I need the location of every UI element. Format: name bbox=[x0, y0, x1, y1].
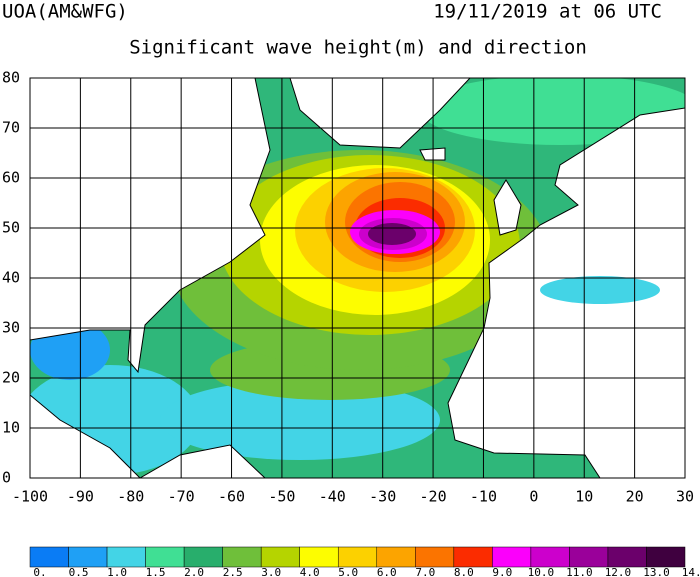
greenland bbox=[289, 78, 471, 149]
colorbar-label: 2.0 bbox=[184, 566, 204, 577]
x-tick-label: -30 bbox=[369, 488, 396, 506]
x-tick-label: -40 bbox=[319, 488, 346, 506]
colorbar: 0. 0.5 1.0 1.5 2.0 2.5 3.0 4.0 5.0 6.0 7.0 8.0 9.0 10… bbox=[29, 546, 700, 577]
y-tick-label: 50 bbox=[2, 219, 20, 237]
colorbar-box bbox=[222, 546, 262, 568]
x-tick-label: 30 bbox=[676, 488, 694, 506]
y-tick-label: 10 bbox=[2, 419, 20, 437]
colorbar-label: 10.0 bbox=[528, 566, 555, 577]
colorbar-label: 0.5 bbox=[69, 566, 89, 577]
header-left: UOA(AM&WFG) bbox=[2, 1, 128, 23]
colorbar-label: 13.0 bbox=[643, 566, 670, 577]
x-tick-label: -60 bbox=[218, 488, 245, 506]
colorbar-box bbox=[68, 546, 108, 568]
y-tick-label: 80 bbox=[2, 69, 20, 87]
land bbox=[30, 78, 685, 478]
colorbar-box bbox=[376, 546, 416, 568]
header-right: 19/11/2019 at 06 UTC bbox=[433, 1, 662, 23]
colorbar-label: 6.0 bbox=[377, 566, 397, 577]
x-tick-label: -90 bbox=[67, 488, 94, 506]
central-america bbox=[30, 394, 141, 478]
y-tick-label: 20 bbox=[2, 369, 20, 387]
colorbar-box bbox=[530, 546, 570, 568]
x-tick-label: 20 bbox=[626, 488, 644, 506]
x-tick-label: 0 bbox=[529, 488, 538, 506]
colorbar-label: 0. bbox=[33, 566, 46, 577]
colorbar-label: 14.0 bbox=[682, 566, 700, 577]
colorbar-box bbox=[337, 546, 378, 568]
iceland bbox=[419, 147, 446, 161]
colorbar-box bbox=[607, 546, 647, 568]
map-frame bbox=[29, 77, 686, 479]
x-tick-label: -80 bbox=[117, 488, 144, 506]
mediterranean bbox=[540, 276, 660, 304]
south-america bbox=[138, 444, 266, 478]
wave-zone bbox=[368, 223, 416, 245]
y-tick-label: 40 bbox=[2, 269, 20, 287]
x-tick-label: 10 bbox=[575, 488, 593, 506]
x-tick-label: -10 bbox=[470, 488, 497, 506]
graticule bbox=[30, 78, 685, 478]
colorbar-label: 12.0 bbox=[605, 566, 632, 577]
map-field bbox=[30, 78, 685, 478]
colorbar-label: 11.0 bbox=[566, 566, 593, 577]
colorbar-label: 2.5 bbox=[223, 566, 243, 577]
y-tick-label: 30 bbox=[2, 319, 20, 337]
colorbar-label: 1.0 bbox=[107, 566, 127, 577]
colorbar-box bbox=[453, 546, 493, 568]
colorbar-box bbox=[145, 546, 185, 568]
north-america bbox=[30, 78, 271, 374]
y-tick-label: 70 bbox=[2, 119, 20, 137]
colorbar-box bbox=[183, 546, 223, 568]
x-tick-label: -70 bbox=[168, 488, 195, 506]
colorbar-box bbox=[646, 546, 686, 568]
colorbar-box bbox=[299, 546, 339, 568]
y-tick-label: 0 bbox=[2, 469, 11, 487]
colorbar-box bbox=[29, 546, 69, 568]
wave-zone bbox=[160, 380, 440, 460]
x-tick-label: -50 bbox=[268, 488, 295, 506]
colorbar-label: 3.0 bbox=[261, 566, 281, 577]
map-title: Significant wave height(m) and direction bbox=[129, 37, 587, 59]
colorbar-label: 4.0 bbox=[300, 566, 320, 577]
colorbar-box bbox=[415, 546, 455, 568]
colorbar-label: 7.0 bbox=[415, 566, 435, 577]
colorbar-label: 8.0 bbox=[454, 566, 474, 577]
colorbar-label: 9.0 bbox=[492, 566, 512, 577]
colorbar-label: 5.0 bbox=[338, 566, 358, 577]
x-tick-label: -20 bbox=[420, 488, 447, 506]
y-tick-label: 60 bbox=[2, 169, 20, 187]
britain bbox=[493, 179, 522, 236]
colorbar-box bbox=[260, 546, 300, 568]
x-tick-label: -100 bbox=[12, 488, 48, 506]
colorbar-box bbox=[569, 546, 609, 568]
colorbar-label: 1.5 bbox=[146, 566, 166, 577]
colorbar-box bbox=[106, 546, 146, 568]
colorbar-box bbox=[492, 546, 532, 568]
